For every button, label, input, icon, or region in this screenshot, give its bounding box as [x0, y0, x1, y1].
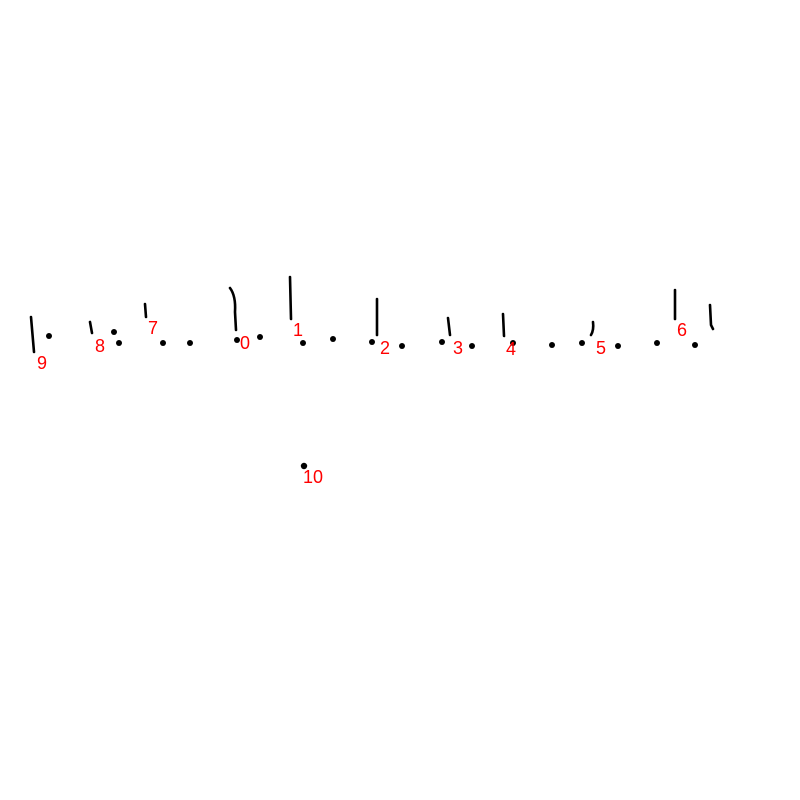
dot [439, 339, 445, 345]
dot [469, 343, 475, 349]
index-labels: 9 8 7 0 1 2 3 4 5 6 10 [37, 318, 687, 487]
label-1: 1 [293, 320, 303, 340]
pen-dots [46, 329, 698, 470]
dot [300, 340, 306, 346]
label-10: 10 [303, 467, 323, 487]
dot [369, 339, 375, 345]
label-3: 3 [453, 338, 463, 358]
stroke-7 [143, 302, 148, 319]
dot [160, 340, 166, 346]
stroke-8 [88, 320, 94, 335]
label-8: 8 [95, 336, 105, 356]
stroke-3 [446, 316, 452, 337]
dot [654, 340, 660, 346]
dot [692, 342, 698, 348]
label-9: 9 [37, 353, 47, 373]
dot [510, 340, 516, 346]
stroke-6b [708, 303, 715, 331]
stroke-9 [29, 315, 36, 354]
dot [300, 462, 308, 470]
dot [549, 342, 555, 348]
stroke-4 [501, 312, 506, 338]
dot [116, 340, 122, 346]
stroke-0 [228, 286, 238, 332]
stroke-5 [589, 320, 595, 337]
label-7: 7 [148, 318, 158, 338]
dot [257, 334, 263, 340]
dot [579, 340, 585, 346]
pen-strokes [29, 275, 715, 354]
label-6: 6 [677, 320, 687, 340]
dot [111, 329, 117, 335]
label-5: 5 [596, 338, 606, 358]
label-4: 4 [506, 339, 516, 359]
dot [46, 333, 52, 339]
dot [615, 343, 621, 349]
label-2: 2 [380, 338, 390, 358]
dot [330, 336, 336, 342]
dot [234, 337, 240, 343]
dot [187, 340, 193, 346]
stroke-1 [288, 275, 293, 321]
dot [399, 343, 405, 349]
label-0: 0 [240, 333, 250, 353]
